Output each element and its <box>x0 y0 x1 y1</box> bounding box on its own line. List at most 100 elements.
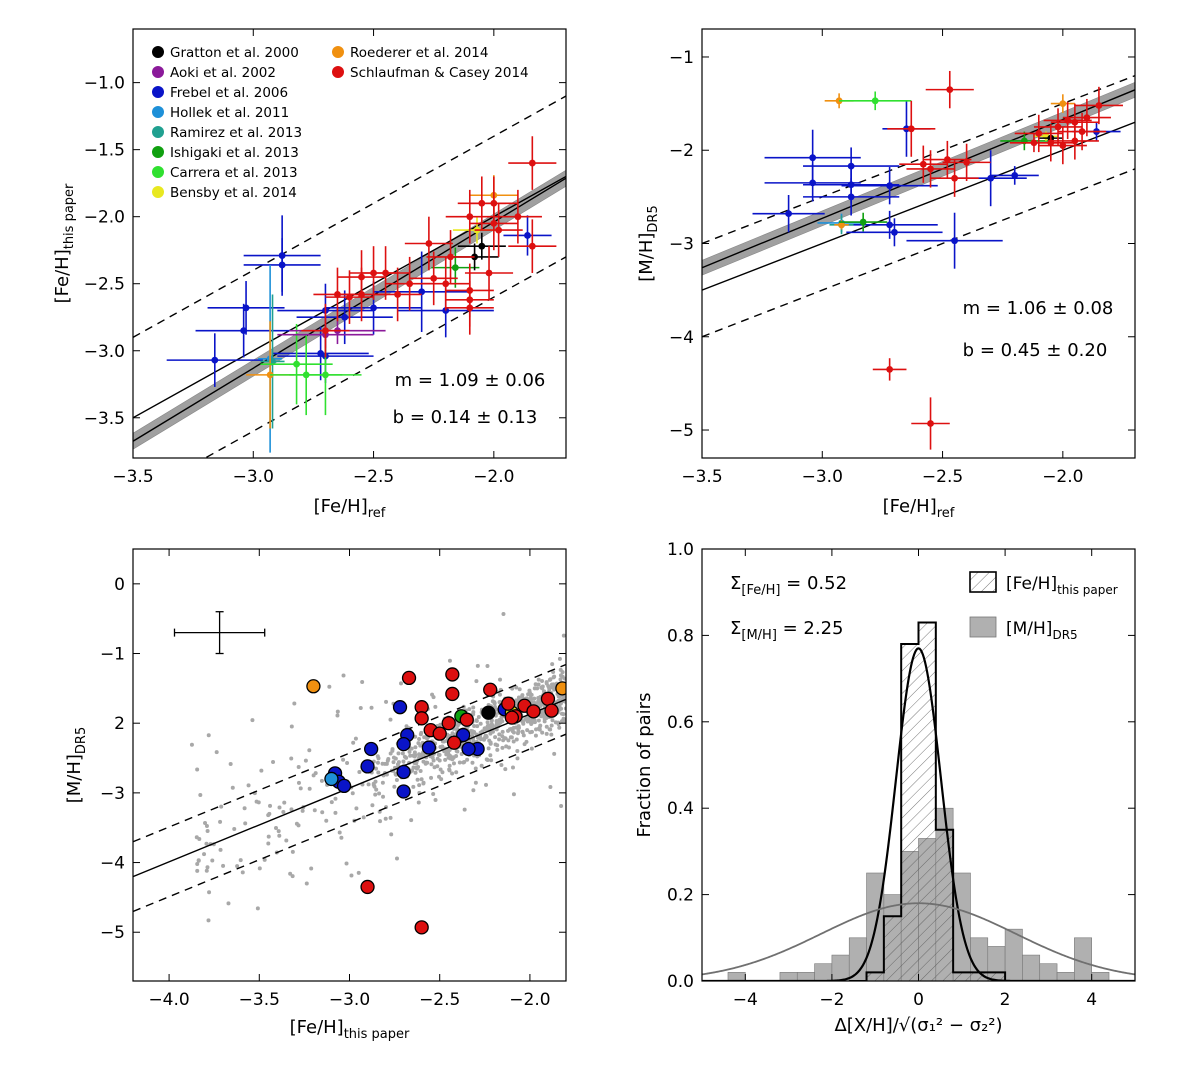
data-point <box>886 221 894 229</box>
field-star <box>277 805 282 810</box>
field-star <box>415 777 420 782</box>
field-star <box>486 746 491 751</box>
data-point <box>838 221 845 229</box>
field-star <box>447 658 452 663</box>
field-star <box>388 717 393 722</box>
field-star <box>520 729 525 734</box>
data-point <box>392 700 408 715</box>
data-point <box>540 691 556 706</box>
y-tick-label: 0.8 <box>667 626 694 646</box>
y-tick-label: 0.6 <box>667 713 694 733</box>
field-star <box>454 770 459 775</box>
field-star <box>392 784 397 789</box>
x-axis-label-main: [Fe/H] <box>883 496 937 517</box>
field-star <box>550 662 555 667</box>
field-star <box>450 771 455 776</box>
data-point <box>481 705 496 720</box>
field-star <box>235 864 240 869</box>
dashed-line-lower <box>203 256 566 458</box>
x-tick-label: 2 <box>1000 990 1011 1010</box>
data-point <box>336 778 352 794</box>
field-star <box>509 735 514 740</box>
field-star <box>189 742 194 747</box>
field-star <box>459 752 464 757</box>
legend-swatch-grey <box>969 616 997 638</box>
field-star <box>385 758 390 763</box>
field-star <box>474 679 479 684</box>
field-star <box>533 733 538 738</box>
data-point <box>544 703 559 718</box>
field-star <box>196 858 201 863</box>
data-point <box>461 741 476 757</box>
x-axis-label: [Fe/H]this paper <box>290 1017 410 1042</box>
field-star <box>501 611 506 616</box>
legend-marker <box>152 126 164 138</box>
field-star <box>349 873 354 878</box>
y-tick-label: −4 <box>669 328 694 348</box>
field-star <box>320 810 325 815</box>
field-star <box>557 725 562 730</box>
field-star <box>516 695 521 700</box>
field-star <box>396 751 401 756</box>
field-star <box>444 752 449 757</box>
data-point <box>322 327 329 335</box>
legend-label-main: [M/H] <box>1006 619 1052 639</box>
x-tick-label: −3.0 <box>802 467 843 487</box>
field-star <box>307 786 312 791</box>
field-star <box>488 740 493 745</box>
field-star <box>503 767 508 772</box>
y-tick-label: −5 <box>669 421 694 441</box>
field-star <box>388 815 393 820</box>
field-star <box>547 688 552 693</box>
field-star <box>312 808 317 813</box>
field-star <box>455 749 460 754</box>
data-point <box>306 679 321 694</box>
field-star <box>266 813 271 818</box>
sigma-annotation: Σ[Fe/H] = 0.52 <box>730 573 847 598</box>
field-star <box>492 704 497 709</box>
data-point <box>341 313 349 321</box>
data-point <box>1059 100 1067 108</box>
field-star <box>296 823 301 828</box>
data-point <box>501 696 516 711</box>
field-star <box>335 709 340 714</box>
data-point <box>432 726 447 741</box>
field-star <box>339 835 344 840</box>
field-star <box>356 870 361 875</box>
data-point <box>1078 128 1086 135</box>
field-star <box>277 833 282 838</box>
field-star <box>430 692 435 697</box>
x-axis-label-sub: ref <box>368 506 386 521</box>
y-tick-label: −1.0 <box>84 74 125 94</box>
y-tick-label: 1.0 <box>667 540 694 560</box>
y-axis-label-main: [M/H] <box>64 754 85 803</box>
data-point <box>360 759 375 774</box>
data-point <box>363 741 379 757</box>
field-star <box>447 768 452 773</box>
field-star <box>476 714 481 719</box>
field-star <box>465 757 470 762</box>
field-star <box>544 724 549 729</box>
field-star <box>381 794 386 799</box>
field-star <box>333 810 338 815</box>
field-star <box>341 757 346 762</box>
field-star <box>532 686 537 691</box>
field-star <box>195 868 200 873</box>
data-point <box>524 232 531 239</box>
field-star <box>374 787 379 792</box>
y-axis-label-main: [M/H] <box>636 233 657 282</box>
histogram-bar-mh <box>1091 972 1110 981</box>
field-star <box>421 781 426 786</box>
field-star <box>373 766 378 771</box>
field-star <box>422 735 427 740</box>
field-star <box>404 724 409 729</box>
field-star <box>333 796 338 801</box>
y-tick-label: 2 <box>114 714 125 734</box>
field-star <box>529 721 534 726</box>
field-star <box>418 768 423 773</box>
y-tick-label: −2 <box>669 141 694 161</box>
x-tick-label: −2.5 <box>419 990 460 1010</box>
field-star <box>195 861 200 866</box>
histogram-bar-mh <box>1039 963 1058 981</box>
